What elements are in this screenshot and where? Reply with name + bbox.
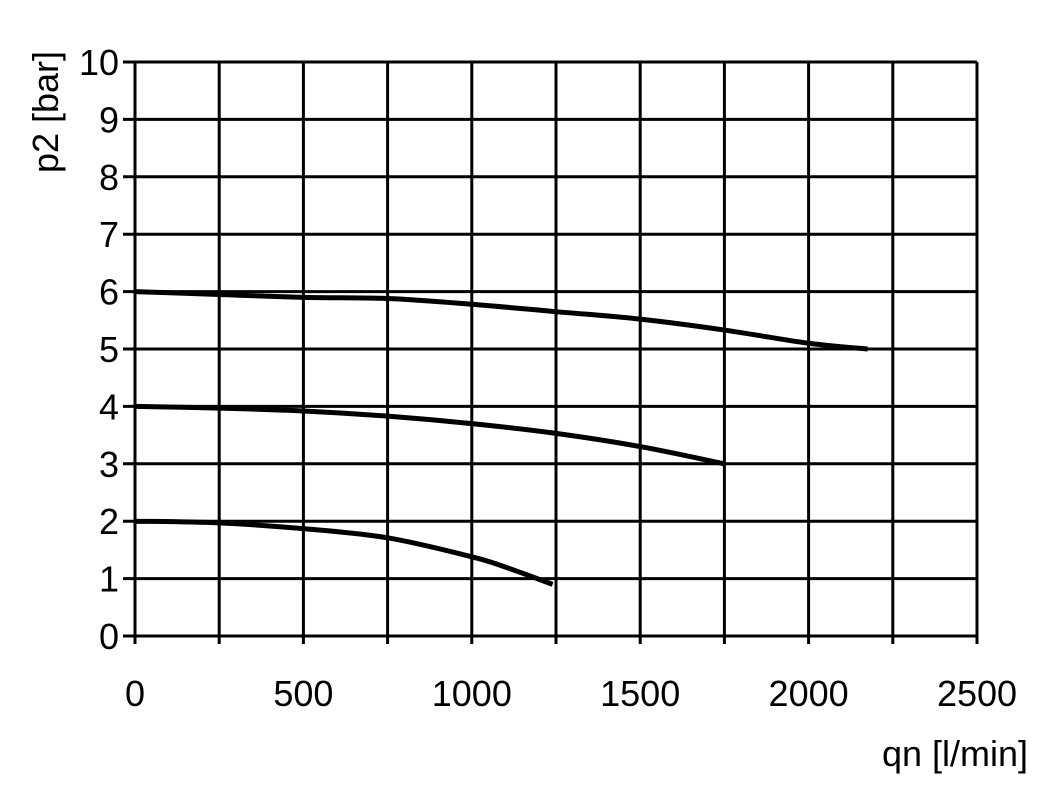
- y-tick-label: 2: [99, 501, 119, 542]
- y-tick-label: 8: [99, 157, 119, 198]
- y-tick-label: 0: [99, 616, 119, 657]
- y-tick-label: 6: [99, 272, 119, 313]
- y-tick-label: 1: [99, 559, 119, 600]
- series-line-3: [134, 518, 554, 587]
- y-tick-label: 4: [99, 386, 119, 427]
- x-axis-label: qn [l/min]: [882, 733, 1028, 774]
- y-tick-label: 5: [99, 329, 119, 370]
- x-tick-label: 1000: [432, 673, 512, 714]
- series-line-2: [134, 403, 725, 467]
- x-tick-labels: 0 500 1000 1500 2000 2500: [125, 673, 1017, 714]
- x-tick-label: 500: [273, 673, 333, 714]
- x-tick-label: 2500: [937, 673, 1017, 714]
- grid: [123, 60, 979, 644]
- y-axis-label: p2 [bar]: [25, 51, 66, 173]
- y-tick-label: 3: [99, 444, 119, 485]
- series-lines: [134, 289, 868, 587]
- x-tick-label: 0: [125, 673, 145, 714]
- x-tick-label: 2000: [769, 673, 849, 714]
- x-tick-label: 1500: [600, 673, 680, 714]
- series-line-1: [134, 289, 868, 352]
- y-tick-label: 7: [99, 214, 119, 255]
- y-tick-label: 10: [79, 42, 119, 83]
- y-tick-labels: 0 1 2 3 4 5 6 7 8 9 10: [79, 42, 119, 657]
- y-tick-label: 9: [99, 99, 119, 140]
